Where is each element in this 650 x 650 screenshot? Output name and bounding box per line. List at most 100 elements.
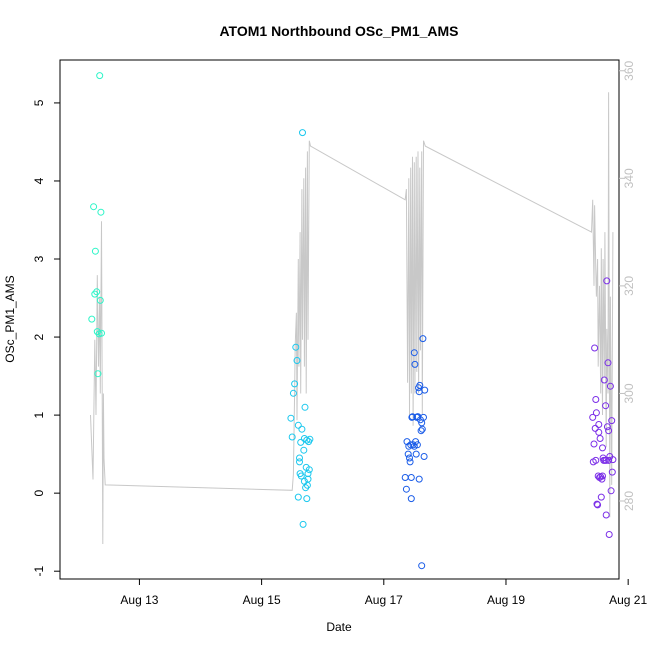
y2-tick-label: 340 [622, 168, 636, 188]
data-point-series-2 [294, 421, 302, 429]
data-point-series-1 [88, 315, 96, 323]
data-point-series-3 [416, 381, 424, 389]
data-point-series-2 [289, 389, 297, 397]
data-point-series-2 [292, 343, 300, 351]
data-point-series-1 [96, 72, 104, 80]
chart-title: ATOM1 Northbound OSc_PM1_AMS [219, 23, 458, 39]
data-point-series-2 [305, 466, 313, 474]
x-axis-label: Date [326, 620, 352, 634]
data-point-series-1 [96, 296, 104, 304]
data-point-series-2 [291, 380, 299, 388]
data-point-series-2 [300, 446, 308, 454]
data-point-series-3 [417, 427, 425, 435]
data-point-series-4 [609, 456, 617, 464]
y-tick-label: 5 [32, 99, 46, 106]
data-point-series-4 [604, 359, 612, 367]
data-point-series-2 [297, 438, 305, 446]
data-point-series-4 [608, 468, 616, 476]
y-axis-label: OSc_PM1_AMS [3, 275, 17, 362]
data-point-series-3 [402, 485, 410, 493]
data-point-series-4 [596, 435, 604, 442]
x-tick-label: Aug 19 [487, 593, 525, 607]
data-point-series-4 [592, 456, 600, 464]
y-tick-label: -1 [32, 566, 46, 577]
data-point-series-4 [595, 421, 603, 428]
data-point-series-1 [93, 328, 101, 336]
data-point-layer [88, 72, 617, 570]
data-point-series-4 [602, 456, 610, 464]
data-point-series-2 [297, 472, 305, 480]
data-point-series-3 [407, 441, 415, 449]
y-tick-label: 3 [32, 255, 46, 262]
data-point-series-2 [303, 495, 311, 503]
y2-tick-label: 280 [622, 491, 636, 511]
data-point-series-3 [407, 495, 415, 503]
data-point-series-1 [90, 203, 98, 211]
data-point-series-4 [600, 376, 608, 384]
data-point-series-2 [300, 435, 308, 442]
secondary-line-layer [90, 92, 614, 545]
data-point-series-4 [598, 475, 606, 483]
x-tick-label: Aug 13 [120, 593, 158, 607]
x-axis: Aug 13 Aug 15 Aug 17 Aug 19 Aug 21 [120, 579, 647, 607]
data-point-series-2 [296, 454, 303, 462]
data-point-series-3 [419, 335, 427, 343]
x-tick-label: Aug 17 [365, 593, 403, 607]
data-point-series-4 [605, 456, 613, 464]
data-point-series-4 [603, 277, 611, 285]
data-point-series-4 [591, 424, 599, 432]
data-point-series-3 [418, 562, 426, 570]
data-point-series-4 [592, 409, 600, 417]
data-point-series-4 [593, 500, 601, 508]
data-point-series-2 [294, 493, 302, 501]
data-point-series-2 [293, 357, 301, 364]
data-point-series-4 [591, 344, 599, 352]
data-point-series-4 [594, 501, 602, 509]
y2-tick-label: 300 [622, 383, 636, 403]
data-point-series-4 [603, 423, 611, 431]
data-point-series-1 [93, 288, 101, 296]
data-point-series-4 [599, 472, 606, 480]
data-point-series-4 [605, 427, 613, 435]
data-point-series-4 [590, 440, 598, 448]
data-point-series-4 [608, 417, 616, 425]
data-point-series-3 [421, 386, 429, 394]
data-point-series-4 [605, 531, 613, 538]
data-point-series-2 [287, 414, 295, 422]
data-point-series-2 [299, 520, 307, 528]
data-point-series-1 [94, 370, 102, 378]
data-point-series-4 [602, 511, 610, 519]
data-point-series-3 [413, 413, 421, 421]
data-point-series-3 [413, 441, 421, 449]
data-point-series-2 [301, 403, 309, 411]
data-point-series-3 [412, 450, 420, 458]
data-point-series-3 [418, 419, 426, 427]
data-point-series-4 [597, 493, 605, 501]
data-point-series-3 [406, 454, 413, 462]
data-point-series-2 [298, 425, 306, 433]
data-point-series-3 [406, 458, 414, 466]
y-tick-label: 4 [32, 177, 46, 184]
data-point-series-2 [299, 129, 306, 137]
data-point-series-2 [288, 433, 296, 441]
secondary-series-line [90, 92, 614, 545]
data-point-series-4 [606, 382, 614, 390]
data-point-series-1 [91, 290, 99, 298]
x-tick-label: Aug 21 [609, 593, 647, 607]
data-point-series-3 [404, 450, 412, 458]
data-point-series-1 [98, 329, 105, 337]
data-point-series-3 [407, 474, 415, 481]
secondary-y-axis: 280 300 320 340 360 [619, 60, 636, 511]
y-tick-label: 2 [32, 333, 46, 340]
y-axis: -1 0 1 2 3 4 5 [32, 99, 60, 577]
data-point-series-3 [415, 475, 423, 483]
data-point-series-4 [592, 396, 600, 403]
data-point-series-1 [91, 247, 99, 255]
data-point-series-4 [589, 413, 597, 421]
data-point-series-1 [97, 208, 105, 216]
x-tick-label: Aug 15 [243, 593, 281, 607]
data-point-series-3 [410, 349, 418, 357]
y2-tick-label: 320 [622, 276, 636, 296]
